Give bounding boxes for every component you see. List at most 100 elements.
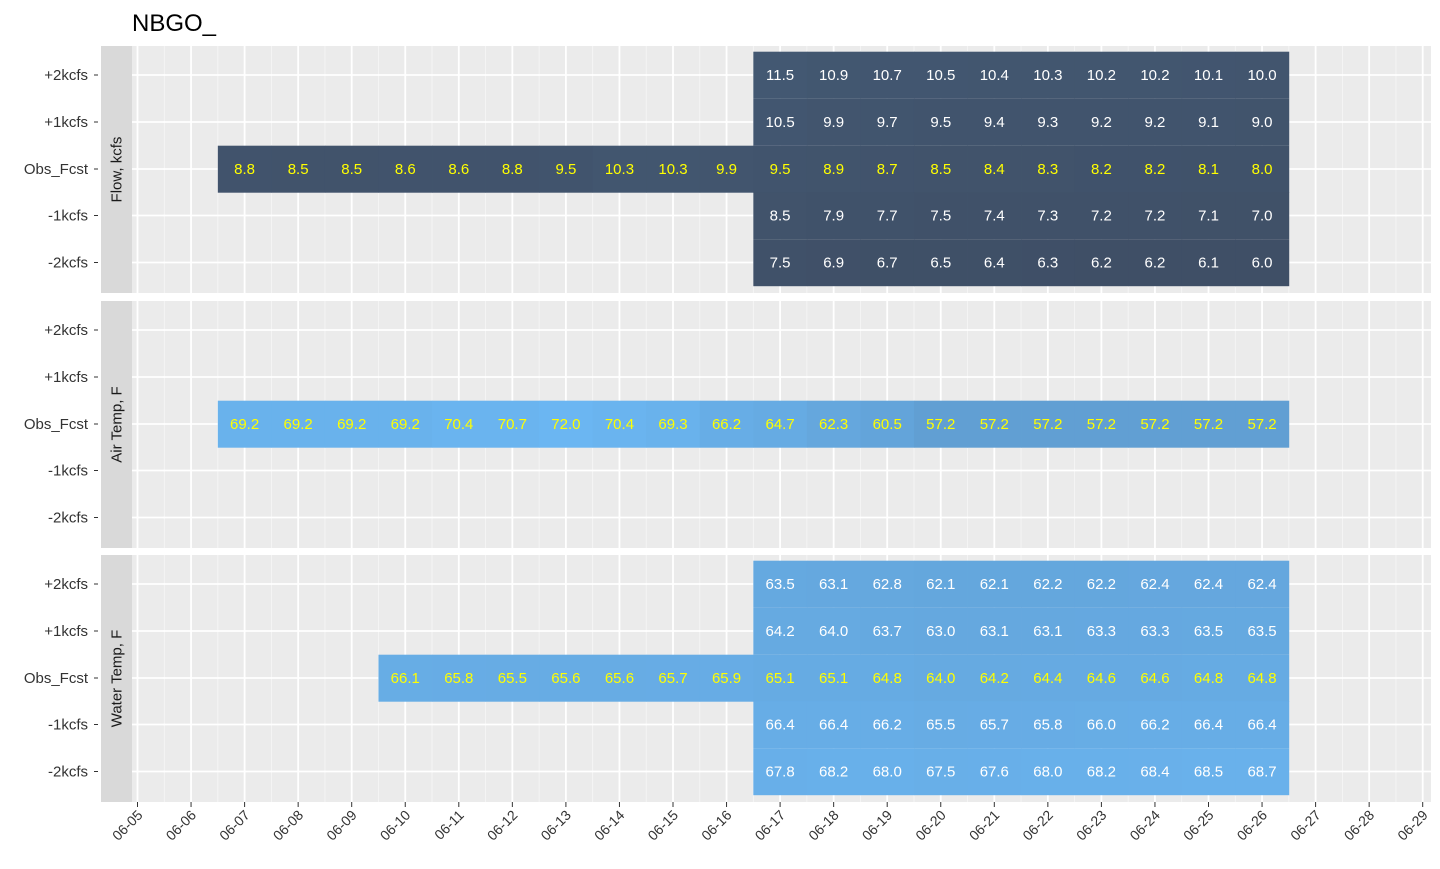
tile: [806, 654, 861, 702]
tile: [539, 400, 594, 448]
tile: [1235, 145, 1290, 193]
facet-strip: [101, 301, 132, 548]
tile-label: 68.2: [819, 764, 848, 781]
tile: [378, 145, 433, 193]
tile-label: 8.7: [877, 161, 898, 178]
tile-label: 65.6: [551, 670, 580, 687]
tile-label: 62.2: [1033, 576, 1062, 593]
tile-label: 57.2: [1087, 416, 1116, 433]
facet-strip: [101, 555, 132, 802]
tile-label: 65.5: [926, 717, 955, 734]
tile-label: 67.5: [926, 764, 955, 781]
tile-label: 66.0: [1087, 717, 1116, 734]
tile: [860, 145, 915, 193]
tile-label: 64.7: [765, 416, 794, 433]
tile-label: 62.1: [926, 576, 955, 593]
tile-label: 62.4: [1247, 576, 1276, 593]
tile: [1074, 748, 1129, 796]
y-tick-label: +2kcfs: [44, 322, 88, 339]
tile: [1181, 145, 1236, 193]
tile: [1235, 98, 1290, 146]
tile-label: 9.9: [823, 114, 844, 131]
tile-label: 69.2: [284, 416, 313, 433]
tile: [271, 400, 326, 448]
facet-strip: [101, 46, 132, 293]
tile: [967, 560, 1022, 608]
tile-label: 8.6: [448, 161, 469, 178]
tile: [806, 607, 861, 655]
tile-label: 7.4: [984, 208, 1005, 225]
tile: [753, 748, 808, 796]
tile: [860, 192, 915, 240]
tile-label: 7.9: [823, 208, 844, 225]
tile: [860, 400, 915, 448]
x-axis: 06-05 06-06 06-07 06-08 06-09 06-10 06-11 06-12…: [109, 802, 1431, 843]
x-tick-label: 06-22: [1019, 807, 1056, 844]
tile-label: 57.2: [980, 416, 1009, 433]
x-tick-label: 06-09: [323, 807, 360, 844]
tile: [1181, 192, 1236, 240]
tile-label: 11.5: [766, 67, 794, 84]
tile-label: 10.3: [605, 161, 634, 178]
tile: [1181, 239, 1236, 287]
tile: [967, 701, 1022, 749]
tile: [1074, 701, 1129, 749]
tile-label: 62.8: [873, 576, 902, 593]
y-tick-label: -1kcfs: [48, 463, 88, 480]
tile-label: 7.7: [877, 208, 898, 225]
x-tick-label: 06-28: [1341, 807, 1378, 844]
tile: [1074, 192, 1129, 240]
y-tick-label: +2kcfs: [44, 576, 88, 593]
tile: [592, 654, 647, 702]
tile: [1074, 51, 1129, 99]
y-tick-label: -2kcfs: [48, 255, 88, 272]
y-tick-label: -1kcfs: [48, 717, 88, 734]
tile-label: 62.2: [1087, 576, 1116, 593]
x-tick-label: 06-12: [484, 807, 521, 844]
tile: [1128, 51, 1183, 99]
tile-label: 6.3: [1037, 255, 1058, 272]
tile-label: 9.5: [555, 161, 576, 178]
tile-label: 65.7: [980, 717, 1009, 734]
tile-label: 68.2: [1087, 764, 1116, 781]
tile-label: 64.2: [765, 623, 794, 640]
tile-label: 63.7: [873, 623, 902, 640]
facet-strip-label: Water Temp, F: [109, 630, 126, 728]
panel-0: Flow, kcfs +2kcfs +1kcfs Obs_Fcst -1kcfs -2kc…: [24, 46, 1431, 293]
tile: [806, 560, 861, 608]
tile-label: 69.2: [230, 416, 259, 433]
tile: [753, 98, 808, 146]
tile-label: 64.0: [819, 623, 848, 640]
tile-label: 66.2: [873, 717, 902, 734]
tile-label: 8.0: [1252, 161, 1273, 178]
tile-label: 7.5: [930, 208, 951, 225]
tile-label: 60.5: [873, 416, 902, 433]
chart-title: NBGO_: [132, 10, 217, 37]
tile: [1128, 748, 1183, 796]
tile: [432, 400, 486, 448]
tile: [1235, 51, 1290, 99]
tile: [753, 607, 808, 655]
tile-label: 57.2: [926, 416, 955, 433]
tile: [1128, 400, 1183, 448]
tile: [1074, 145, 1129, 193]
tile-label: 64.6: [1087, 670, 1116, 687]
tile: [753, 400, 808, 448]
tile-label: 7.0: [1252, 208, 1273, 225]
tile-label: 68.7: [1247, 764, 1276, 781]
tile: [753, 701, 808, 749]
x-tick-label: 06-14: [591, 807, 628, 844]
tile: [271, 145, 326, 193]
tile-label: 10.3: [658, 161, 687, 178]
tile: [539, 654, 594, 702]
tile: [753, 51, 808, 99]
tile: [378, 400, 433, 448]
tile: [1021, 192, 1076, 240]
tile: [1181, 607, 1236, 655]
tile-label: 8.5: [770, 208, 791, 225]
tile-label: 7.2: [1145, 208, 1166, 225]
tile-label: 72.0: [551, 416, 580, 433]
tile-label: 57.2: [1194, 416, 1223, 433]
tile: [485, 654, 540, 702]
tile-label: 70.7: [498, 416, 527, 433]
